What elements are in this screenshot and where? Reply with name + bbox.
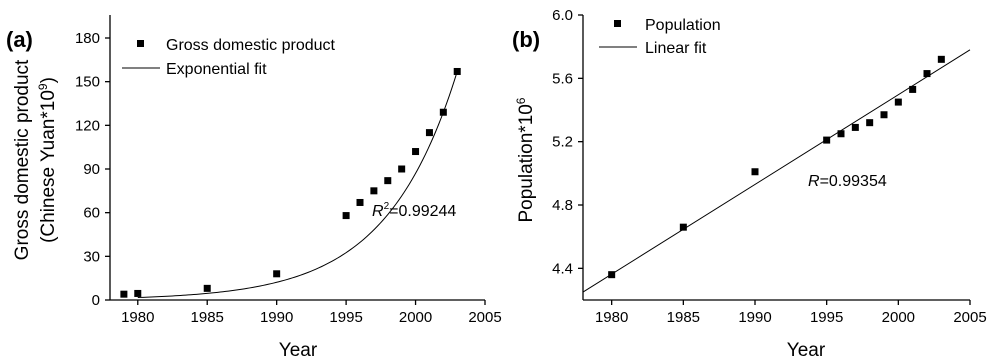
panel-a-r2-annotation: R2=0.99244 bbox=[372, 201, 456, 220]
y-tick-label: 5.6 bbox=[552, 70, 573, 87]
data-point bbox=[273, 270, 281, 278]
y-tick-label: 60 bbox=[83, 205, 100, 222]
x-tick-label: 1995 bbox=[329, 309, 362, 326]
data-point bbox=[203, 284, 211, 292]
data-point bbox=[894, 98, 902, 106]
x-tick-label: 2000 bbox=[399, 309, 432, 326]
x-tick-label: 2000 bbox=[882, 309, 915, 326]
data-point bbox=[384, 177, 392, 185]
data-point bbox=[866, 119, 874, 127]
y-tick-label: 4.8 bbox=[552, 197, 573, 214]
panel-a-y-ticks: 0 30 60 90 120 150 180 bbox=[75, 30, 110, 309]
data-point bbox=[679, 223, 687, 231]
panel-b-legend: Population Linear fit bbox=[599, 17, 721, 57]
y-tick-label: 5.2 bbox=[552, 134, 573, 151]
data-point bbox=[356, 198, 364, 206]
panel-a-x-ticks: 1980 1985 1990 1995 2000 2005 bbox=[121, 300, 502, 326]
legend-gdp-label: Gross domestic product bbox=[166, 37, 336, 54]
x-tick-label: 1990 bbox=[738, 309, 771, 326]
legend-population-label: Population bbox=[645, 17, 721, 34]
y-tick-label: 0 bbox=[92, 292, 100, 309]
data-point bbox=[823, 136, 831, 144]
y-tick-label: 4.4 bbox=[552, 260, 573, 277]
legend-exponential-fit-label: Exponential fit bbox=[166, 61, 267, 78]
legend-linear-fit-label: Linear fit bbox=[645, 40, 707, 57]
y-tick-label: 30 bbox=[83, 248, 100, 265]
x-tick-label: 2005 bbox=[468, 309, 501, 326]
data-point bbox=[937, 55, 945, 63]
panel-a-x-axis-title: Year bbox=[279, 340, 318, 361]
data-point bbox=[425, 129, 433, 137]
x-tick-label: 1985 bbox=[667, 309, 700, 326]
data-point bbox=[909, 85, 917, 93]
y-tick-label: 120 bbox=[75, 117, 100, 134]
legend-population-marker bbox=[614, 20, 621, 27]
data-point bbox=[134, 289, 142, 297]
data-point bbox=[370, 187, 378, 195]
data-point bbox=[851, 123, 859, 131]
population-data-points bbox=[608, 55, 945, 279]
x-tick-label: 1995 bbox=[810, 309, 843, 326]
x-tick-label: 1980 bbox=[595, 309, 628, 326]
y-tick-label: 6.0 bbox=[552, 7, 573, 24]
data-point bbox=[608, 271, 616, 279]
panel-b-y-axis-title: Population*106 bbox=[514, 97, 537, 222]
panel-a-y-axis-title-line2: (Chinese Yuan*109) bbox=[36, 77, 59, 243]
data-point bbox=[398, 165, 406, 173]
panel-b-r-annotation: R=0.99354 bbox=[808, 173, 887, 190]
x-tick-label: 2005 bbox=[953, 309, 986, 326]
panel-b-y-ticks: 4.4 4.8 5.2 5.6 6.0 bbox=[552, 7, 583, 277]
panel-b-x-axis-title: Year bbox=[787, 340, 826, 361]
data-point bbox=[923, 70, 931, 78]
panel-b-population-chart: (b) 1980 1985 1990 1995 2000 2005 4.4 4.8 5.2 5.… bbox=[512, 7, 987, 361]
linear-fit-line bbox=[582, 49, 971, 293]
panel-a-label: (a) bbox=[6, 27, 33, 52]
data-point bbox=[880, 111, 888, 119]
x-tick-label: 1980 bbox=[121, 309, 154, 326]
legend-gdp-marker bbox=[137, 40, 144, 47]
data-point bbox=[120, 290, 128, 298]
y-tick-label: 150 bbox=[75, 74, 100, 91]
panel-a-gdp-chart: (a) 1980 1985 1990 1995 2000 2005 0 30 60 90 120 1… bbox=[6, 15, 502, 361]
y-tick-label: 90 bbox=[83, 161, 100, 178]
gdp-data-points bbox=[120, 67, 461, 298]
x-tick-label: 1985 bbox=[191, 309, 224, 326]
data-point bbox=[837, 130, 845, 138]
data-point bbox=[453, 67, 461, 75]
y-tick-label: 180 bbox=[75, 30, 100, 47]
panel-b-label: (b) bbox=[512, 27, 540, 52]
panel-b-x-ticks: 1980 1985 1990 1995 2000 2005 bbox=[595, 300, 987, 326]
x-tick-label: 1990 bbox=[260, 309, 293, 326]
panel-a-legend: Gross domestic product Exponential fit bbox=[122, 37, 336, 78]
data-point bbox=[439, 108, 447, 116]
data-point bbox=[751, 168, 759, 176]
panel-a-y-axis-title-line1: Gross domestic product bbox=[12, 59, 33, 260]
exponential-fit-curve bbox=[137, 71, 458, 299]
data-point bbox=[412, 148, 420, 156]
data-point bbox=[342, 212, 350, 220]
